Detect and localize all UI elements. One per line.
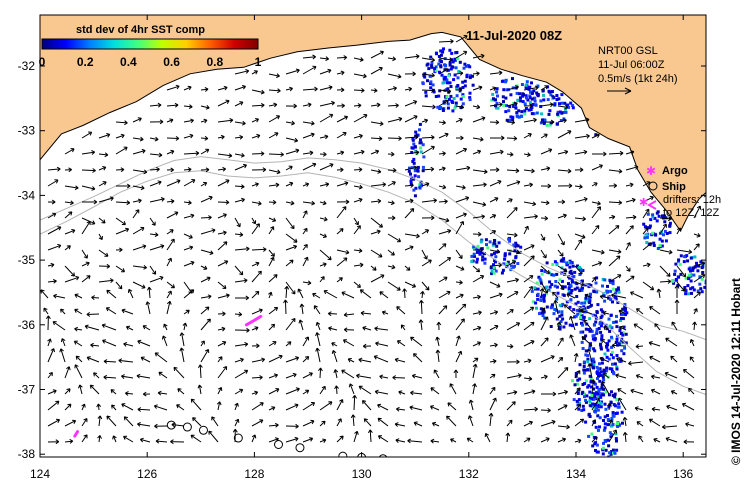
argo-legend-label: Argo	[662, 165, 688, 177]
colorbar-tick-label: 1	[255, 55, 262, 69]
ship-marker	[182, 422, 192, 432]
colorbar-tick-label: 0	[39, 55, 46, 69]
ship-marker	[198, 425, 208, 435]
colorbar: std dev of 4hr SST comp 0 0.2 0.4 0.6 0.8 1	[39, 24, 262, 69]
drifter-tracks	[73, 314, 263, 438]
x-tick-label: 128	[244, 467, 264, 481]
ship-legend-label: Ship	[662, 181, 686, 193]
map-title: 11-Jul-2020 08Z	[466, 28, 562, 43]
x-tick-label: 132	[459, 467, 479, 481]
x-tick-label: 126	[137, 467, 157, 481]
velocity-scale: 0.5m/s (1kt 24h)	[598, 73, 677, 85]
velocity-time: 11-Jul 06:00Z	[598, 59, 665, 71]
y-tick-label: -37	[18, 383, 36, 397]
ship-legend-icon	[648, 181, 658, 191]
y-tick-label: -33	[18, 124, 36, 138]
x-tick-label: 136	[673, 467, 693, 481]
colorbar-ticks: 0 0.2 0.4 0.6 0.8 1	[39, 55, 262, 69]
colorbar-tick-label: 0.2	[77, 55, 94, 69]
x-tick-label: 130	[352, 467, 372, 481]
y-tick-label: -32	[18, 59, 36, 73]
drifter-legend-line1: drifters: 12h	[663, 194, 721, 206]
ship-marker	[378, 454, 388, 457]
ship-marker	[166, 420, 176, 430]
velocity-info: NRT00 GSL 11-Jul 06:00Z 0.5m/s (1kt 24h)	[598, 45, 677, 95]
x-tick-label: 124	[30, 467, 50, 481]
colorbar-tick-label: 0.4	[120, 55, 137, 69]
ship-marker	[295, 443, 305, 453]
colorbar-gradient	[41, 38, 259, 50]
argo-legend-icon: ✱	[646, 164, 656, 178]
drifter-track	[244, 314, 263, 327]
y-tick-label: -35	[18, 253, 36, 267]
colorbar-tick-label: 0.8	[206, 55, 223, 69]
velocity-source: NRT00 GSL	[598, 45, 658, 57]
colorbar-tick-label: 0.6	[163, 55, 180, 69]
y-tick-label: -34	[18, 188, 36, 202]
drifter-legend-icon	[646, 200, 657, 210]
x-tick-label: 134	[566, 467, 586, 481]
current-vectors	[40, 34, 706, 445]
coastline	[40, 31, 706, 232]
isobath-200m	[40, 156, 706, 341]
y-tick-label: -36	[18, 318, 36, 332]
plot-frame	[39, 14, 707, 458]
y-axis: -32 -33 -34 -35 -36 -37 -38	[18, 59, 706, 461]
x-axis: 124 126 128 130 132 134 136	[30, 15, 694, 481]
ship-marker	[338, 451, 348, 457]
ship-marker	[274, 439, 284, 449]
drifter-track	[73, 430, 79, 438]
colorbar-title: std dev of 4hr SST comp	[76, 24, 205, 36]
y-tick-label: -38	[18, 447, 36, 461]
ship-marker	[233, 433, 243, 443]
credit-text: © IMOS 14-Jul-2020 12:11 Hobart	[729, 278, 743, 465]
platform-legend: ✱ Argo Ship drifters: 12h to 12Z, 12Z	[646, 164, 721, 219]
isobath-2000m	[40, 170, 706, 396]
argo-markers: ✱	[639, 197, 648, 209]
argo-marker: ✱	[639, 197, 648, 209]
drifter-legend-line2: to 12Z, 12Z	[663, 207, 720, 219]
scale-arrow-head	[624, 87, 632, 95]
land-mass	[40, 15, 706, 231]
